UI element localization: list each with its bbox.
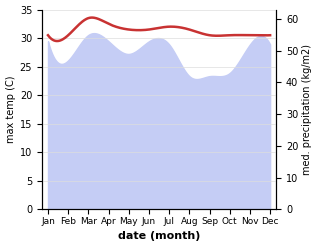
X-axis label: date (month): date (month) xyxy=(118,231,200,242)
Y-axis label: med. precipitation (kg/m2): med. precipitation (kg/m2) xyxy=(302,44,313,175)
Y-axis label: max temp (C): max temp (C) xyxy=(5,76,16,143)
